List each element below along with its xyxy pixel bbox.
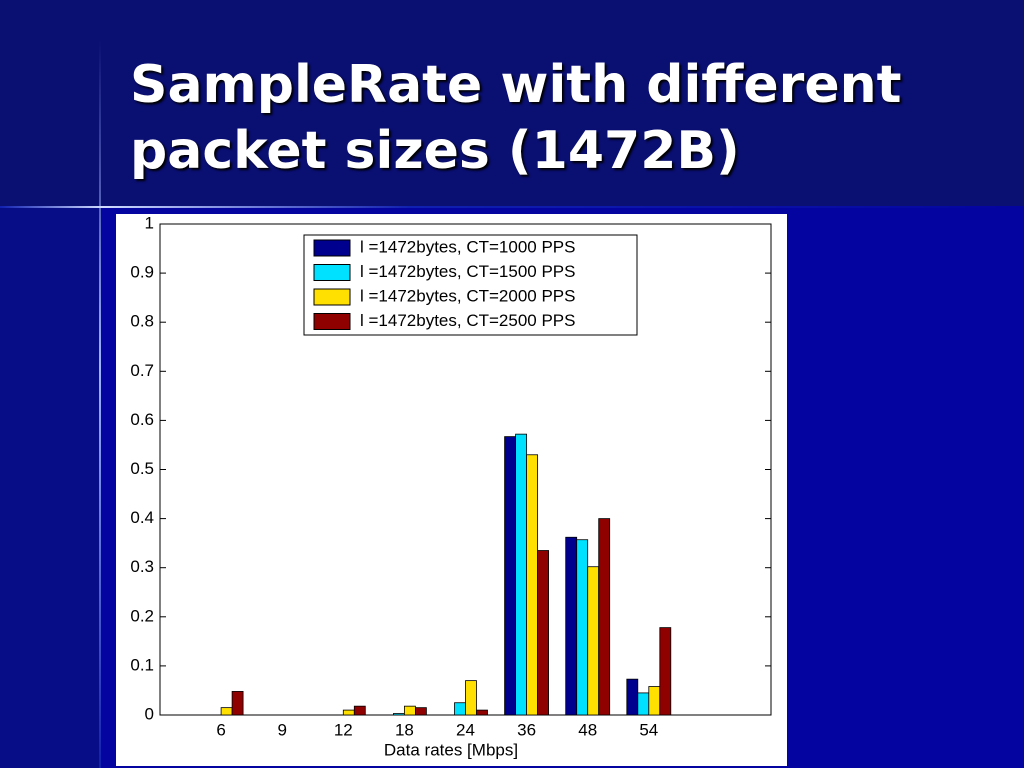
y-tick-label: 0.7 — [130, 361, 154, 380]
bar — [342, 709, 355, 716]
slide-title: SampleRate with different packet sizes (… — [130, 52, 901, 184]
legend-label: l =1472bytes, CT=2500 PPS — [360, 311, 575, 330]
x-tick-label: 24 — [456, 720, 475, 739]
bar — [220, 707, 233, 716]
bar — [353, 705, 366, 716]
title-line: packet sizes (1472B) — [130, 121, 740, 181]
bar — [537, 550, 550, 716]
y-tick-label: 0.2 — [130, 606, 154, 625]
y-tick-label: 0.6 — [130, 410, 154, 429]
y-tick-label: 0.1 — [130, 655, 154, 674]
x-tick-label: 12 — [334, 720, 353, 739]
legend-label: l =1472bytes, CT=1500 PPS — [360, 262, 575, 281]
bar — [403, 705, 416, 716]
y-tick-label: 0.4 — [130, 508, 154, 527]
y-tick-label: 0.3 — [130, 557, 154, 576]
x-tick-label: 36 — [517, 720, 536, 739]
legend-box — [303, 234, 638, 336]
bar — [576, 539, 589, 716]
legend-swatch — [313, 239, 351, 257]
bar — [414, 707, 427, 716]
bar — [231, 691, 244, 716]
legend-label: l =1472bytes, CT=1000 PPS — [360, 237, 575, 256]
y-tick-label: 0.5 — [130, 459, 154, 478]
legend-swatch — [313, 288, 351, 306]
bar — [526, 454, 539, 716]
x-tick-label: 54 — [639, 720, 658, 739]
x-tick-label: 6 — [216, 720, 225, 739]
x-tick-label: 9 — [277, 720, 286, 739]
decor-line — [99, 40, 101, 768]
x-axis-label: Data rates [Mbps] — [384, 740, 518, 759]
bar — [515, 433, 528, 716]
x-tick-label: 18 — [395, 720, 414, 739]
legend-swatch — [313, 264, 351, 281]
y-tick-label: 0.8 — [130, 312, 154, 331]
chart: Data rates [Mbps] 0 0.1 0.2 0.3 0.4 0.5 0.6 0.7… — [116, 214, 787, 766]
legend-label: l =1472bytes, CT=2000 PPS — [360, 286, 575, 305]
x-tick-label: 48 — [578, 720, 597, 739]
title-band — [0, 0, 1024, 207]
bar — [598, 518, 611, 716]
bar — [476, 709, 488, 716]
legend-swatch — [313, 313, 351, 330]
title-line: SampleRate with different — [130, 55, 902, 115]
y-tick-label: 0 — [145, 704, 154, 723]
bar — [648, 686, 661, 716]
bar — [626, 678, 639, 716]
bar — [392, 713, 405, 716]
bar — [454, 702, 466, 716]
y-tick-label: 1 — [145, 214, 154, 232]
bar — [637, 692, 650, 716]
side-band — [0, 207, 100, 768]
bar — [565, 536, 578, 716]
bar — [504, 436, 517, 716]
decor-line — [0, 206, 1024, 208]
bar — [587, 566, 600, 716]
bar — [659, 627, 672, 716]
bar — [465, 680, 477, 716]
y-tick-label: 0.9 — [130, 263, 154, 282]
